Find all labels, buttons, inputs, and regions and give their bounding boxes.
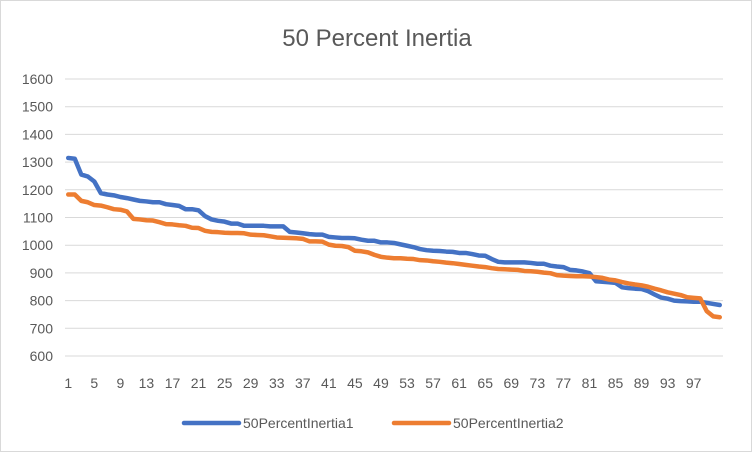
series-line-2 — [66, 192, 722, 320]
y-tick-label: 1600 — [22, 71, 53, 87]
series-line-1 — [66, 155, 722, 308]
y-tick-label: 1300 — [22, 154, 53, 170]
x-tick-label: 61 — [451, 375, 467, 391]
chart-title: 50 Percent Inertia — [282, 25, 472, 52]
y-tick-label: 1500 — [22, 99, 53, 115]
x-tick-label: 53 — [399, 375, 415, 391]
x-tick-label: 97 — [686, 375, 702, 391]
x-tick-label: 17 — [165, 375, 181, 391]
x-tick-label: 5 — [90, 375, 98, 391]
y-tick-label: 700 — [30, 320, 54, 336]
x-tick-label: 33 — [269, 375, 285, 391]
y-tick-label: 800 — [30, 293, 54, 309]
legend: 50PercentInertia1 50PercentInertia2 — [181, 415, 564, 431]
x-tick-label: 57 — [425, 375, 441, 391]
x-axis-ticks: 1 5 9 13 17 21 25 29 33 37 41 45 49 53 57 61 65 69 73 77 81 8… — [64, 375, 701, 391]
y-axis-ticks: 600 700 800 900 1000 1100 1200 1300 1400 1500 1600 — [22, 71, 53, 364]
x-tick-label: 25 — [217, 375, 233, 391]
x-tick-label: 73 — [530, 375, 546, 391]
gridlines — [65, 78, 723, 357]
legend-label: 50PercentInertia1 — [243, 415, 354, 431]
x-tick-label: 21 — [191, 375, 207, 391]
x-tick-label: 1 — [64, 375, 72, 391]
y-tick-label: 900 — [30, 265, 54, 281]
y-tick-label: 1100 — [23, 210, 53, 226]
x-tick-label: 93 — [660, 375, 676, 391]
y-tick-label: 1200 — [22, 182, 53, 198]
x-tick-label: 69 — [503, 375, 519, 391]
y-tick-label: 1000 — [22, 237, 53, 253]
x-tick-label: 85 — [608, 375, 624, 391]
x-tick-label: 13 — [139, 375, 155, 391]
y-tick-label: 600 — [30, 348, 54, 364]
x-tick-label: 81 — [582, 375, 598, 391]
x-tick-label: 37 — [295, 375, 311, 391]
series-lines — [66, 155, 722, 320]
x-tick-label: 45 — [347, 375, 363, 391]
x-tick-label: 77 — [556, 375, 572, 391]
x-tick-label: 41 — [321, 375, 337, 391]
legend-label: 50PercentInertia2 — [453, 415, 564, 431]
y-tick-label: 1400 — [22, 126, 53, 142]
x-tick-label: 9 — [116, 375, 124, 391]
x-tick-label: 65 — [477, 375, 493, 391]
x-tick-label: 49 — [373, 375, 389, 391]
x-tick-label: 29 — [243, 375, 259, 391]
x-tick-label: 89 — [634, 375, 650, 391]
